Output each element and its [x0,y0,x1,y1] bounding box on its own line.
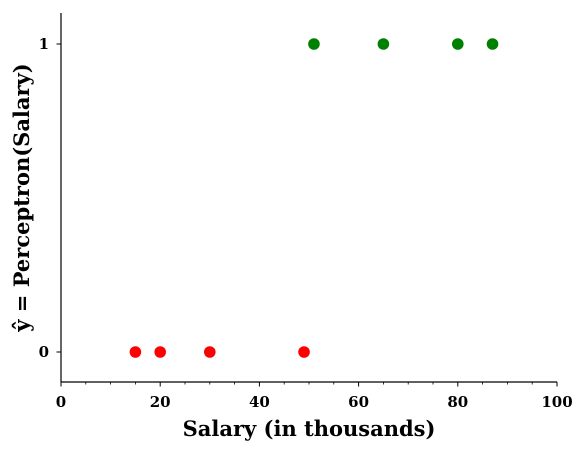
data-point [154,346,166,358]
x-tick-label: 100 [541,393,572,411]
y-tick-label: 1 [39,35,49,53]
data-point [486,38,499,50]
data-points [129,38,499,358]
x-tick-label: 60 [348,393,369,411]
y-tick-label: 0 [39,343,49,361]
x-tick-label: 0 [56,393,66,411]
x-axis-ticks: 0 20 40 60 80 100 [56,382,573,411]
x-tick-label: 40 [249,393,270,411]
x-tick-label: 80 [447,393,468,411]
data-point [129,346,142,358]
data-point [308,38,320,50]
y-axis-label: ŷ = Perceptron(Salary) [9,63,34,332]
x-tick-label: 20 [150,393,171,411]
x-axis-label: Salary (in thousands) [183,416,436,441]
data-point [298,346,310,358]
y-axis-ticks: 01 [39,35,61,361]
data-point [377,38,390,50]
data-point [452,38,464,50]
data-point [204,346,216,358]
